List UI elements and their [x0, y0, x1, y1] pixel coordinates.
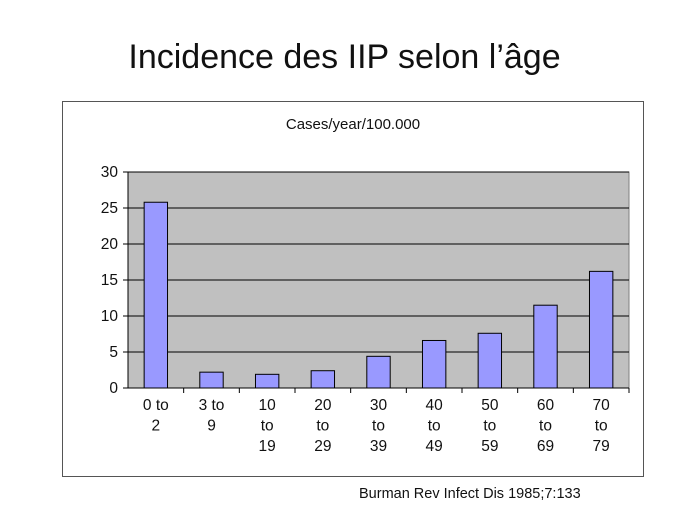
x-tick-label: 50 [481, 397, 499, 414]
x-tick-label: to [372, 418, 385, 435]
x-tick-label: 69 [537, 438, 554, 455]
y-tick-label: 5 [109, 344, 118, 361]
y-tick-label: 0 [109, 380, 118, 397]
bar [477, 332, 503, 389]
x-tick-label: 39 [370, 438, 387, 455]
x-tick-label: 40 [426, 397, 444, 414]
slide-title: Incidence des IIP selon l’âge [128, 38, 561, 76]
x-tick-label: 30 [370, 397, 388, 414]
source-citation: Burman Rev Infect Dis 1985;7:133 [359, 486, 581, 502]
bar [421, 339, 447, 389]
x-tick-label: 20 [314, 397, 332, 414]
y-tick-label: 25 [101, 200, 118, 217]
x-tick-label: 60 [537, 397, 555, 414]
x-tick-label: to [316, 418, 329, 435]
x-tick-label: 3 to [199, 397, 225, 414]
x-tick-label: 19 [259, 438, 276, 455]
y-tick-label: 30 [101, 164, 119, 181]
y-tick-label: 10 [101, 308, 119, 325]
y-tick-label: 20 [101, 236, 119, 253]
x-tick-label: to [428, 418, 441, 435]
x-tick-label: 0 to [143, 397, 169, 414]
bar [588, 270, 614, 389]
bar [366, 355, 391, 389]
x-tick-label: 70 [593, 397, 611, 414]
bar [199, 371, 224, 389]
x-tick-label: to [539, 418, 552, 435]
y-tick-label: 15 [101, 272, 118, 289]
x-tick-label: 9 [207, 418, 216, 435]
x-tick-label: to [595, 418, 608, 435]
bar [310, 370, 336, 389]
x-tick-label: to [483, 418, 496, 435]
x-tick-label: 2 [152, 418, 161, 435]
bar [254, 373, 280, 389]
x-tick-label: 79 [593, 438, 610, 455]
x-tick-label: 10 [259, 397, 277, 414]
bar-chart: Cases/year/100.000 0 5 10 15 20 25 30 0 to 2 3 to… [101, 116, 630, 455]
x-tick-label: to [261, 418, 274, 435]
x-tick-label: 49 [426, 438, 443, 455]
bar [143, 201, 169, 389]
chart-frame: Cases/year/100.000 0 5 10 15 20 25 30 0 to 2 3 to… [62, 101, 644, 477]
bar [533, 304, 558, 389]
chart-title: Cases/year/100.000 [286, 116, 420, 133]
x-tick-label: 59 [481, 438, 498, 455]
x-tick-label: 29 [314, 438, 331, 455]
